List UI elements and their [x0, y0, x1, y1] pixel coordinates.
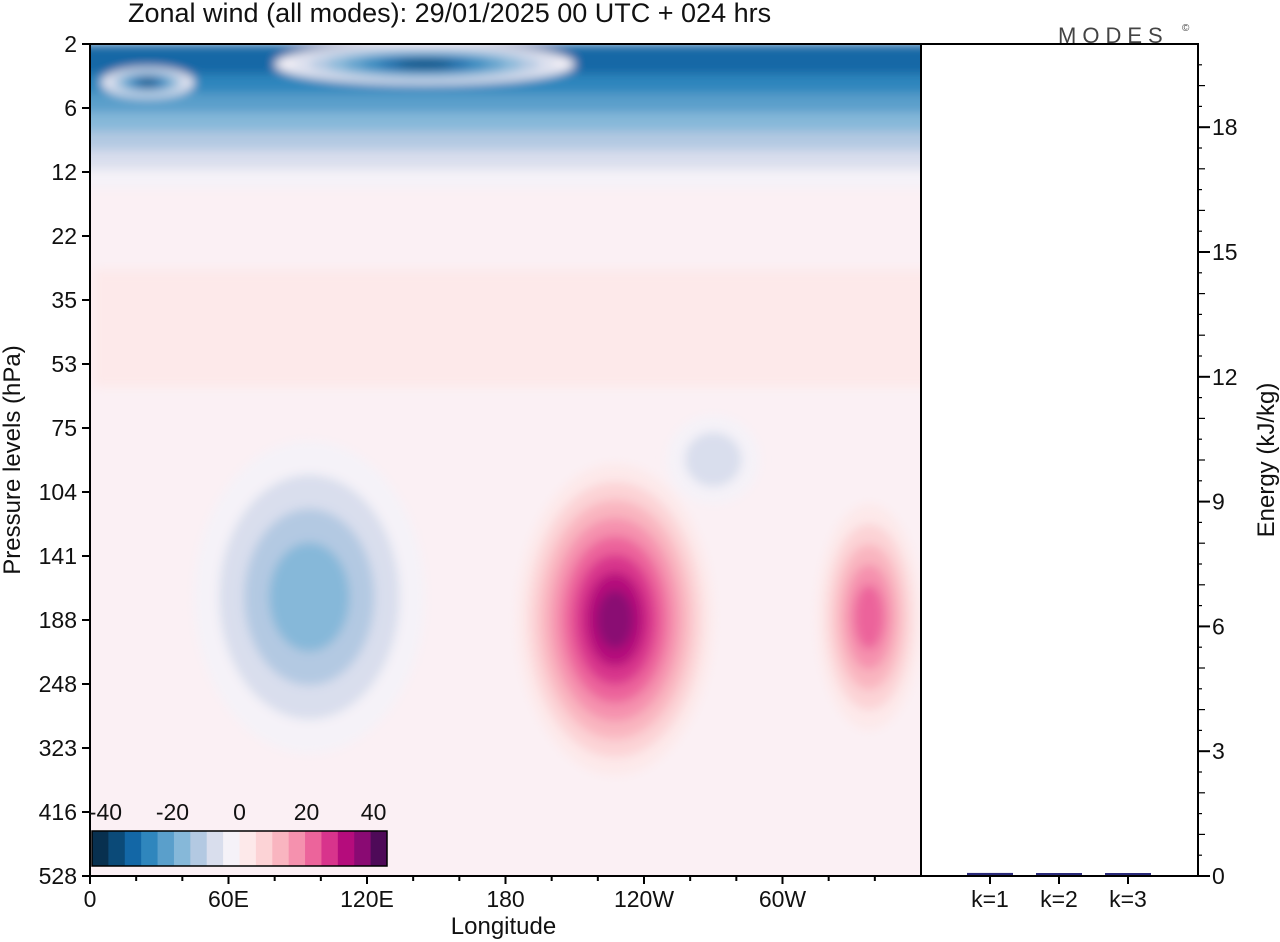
pressure-tick-label: 188 [39, 607, 77, 633]
colorbar-frame [91, 830, 388, 867]
energy-bars [967, 872, 1151, 875]
colorbar-swatch [288, 831, 306, 866]
wavenumber-tick-label: k=3 [1109, 886, 1147, 912]
pressure-tick-label: 528 [39, 863, 77, 889]
energy-axis-label: Energy (kJ/kg) [1253, 383, 1280, 538]
pressure-tick-label: 53 [51, 351, 77, 377]
colorbar-tick-label: 20 [294, 799, 320, 825]
pressure-tick-label: 22 [51, 223, 77, 249]
energy-bar [1105, 873, 1151, 875]
colorbar-tick-label: 0 [233, 799, 246, 825]
colorbar-swatch [223, 831, 240, 866]
longitude-tick-label: 0 [84, 886, 97, 912]
wind-contour-4-4 [269, 542, 350, 652]
pressure-tick-label: 416 [39, 799, 77, 825]
energy-tick-label: 15 [1212, 239, 1238, 265]
colorbar-swatch [206, 831, 224, 866]
energy-bar [967, 872, 1013, 875]
energy-tick-label: 6 [1212, 613, 1225, 639]
colorbar-swatch [157, 831, 175, 866]
energy-tick-label: 3 [1212, 738, 1225, 764]
colorbar-swatch [321, 831, 339, 866]
pressure-axis: 2 6 12 22 35 53 75 104 141 188 248 323 416 528 [39, 31, 90, 889]
energy-axis: 0 3 6 9 12 15 18 [1198, 64, 1238, 889]
pressure-tick-label: 141 [39, 543, 77, 569]
colorbar-tick-label: -40 [89, 799, 122, 825]
colorbar-swatch [337, 831, 355, 866]
wavenumber-tick-label: k=2 [1040, 886, 1078, 912]
pressure-tick-label: 248 [39, 671, 77, 697]
x-axis-label: Longitude [451, 913, 556, 940]
wind-contour-5-2 [684, 432, 742, 487]
energy-bar [1036, 873, 1082, 875]
wind-contour-3-1 [93, 269, 921, 387]
colorbar-swatch [239, 831, 257, 866]
colorbar-swatch [173, 831, 191, 866]
longitude-tick-label: 60W [759, 886, 807, 912]
wavenumber-tick-label: k=1 [971, 886, 1009, 912]
zonal-wind-heatmap [90, 44, 921, 876]
longitude-tick-label: 180 [486, 886, 524, 912]
colorbar-tick-label: -20 [156, 799, 189, 825]
wind-contour-1-8 [396, 60, 453, 68]
longitude-tick-label: 120W [614, 886, 674, 912]
colorbar-swatch [305, 831, 322, 866]
colorbar: -40 -20 0 20 40 [89, 799, 388, 867]
colorbar-swatch [92, 831, 109, 866]
energy-tick-label: 0 [1212, 863, 1225, 889]
colorbar-swatch [141, 831, 159, 866]
pressure-tick-label: 2 [64, 31, 77, 57]
wind-contour-2-8 [139, 79, 157, 86]
colorbar-swatch [108, 831, 126, 866]
pressure-tick-label: 104 [39, 479, 78, 505]
pressure-tick-label: 75 [51, 415, 77, 441]
colorbar-swatch [370, 831, 388, 866]
colorbar-swatch [255, 831, 273, 866]
energy-tick-label: 12 [1212, 364, 1238, 390]
wind-contour-6-8 [596, 590, 634, 649]
colorbar-swatch [272, 831, 290, 866]
wind-contour-7-5 [854, 584, 884, 650]
y-axis-label: Pressure levels (hPa) [0, 345, 26, 574]
colorbar-swatch [190, 831, 208, 866]
pressure-tick-label: 35 [51, 287, 77, 313]
wavenumber-axis: k=1 k=2 k=3 [971, 876, 1147, 912]
longitude-axis: 0 60E 120E 180 120W 60W [84, 876, 876, 912]
colorbar-tick-label: 40 [361, 799, 387, 825]
pressure-tick-label: 323 [39, 735, 77, 761]
logo-copyright-mark: © [1182, 23, 1190, 34]
pressure-tick-label: 12 [51, 159, 77, 185]
energy-panel-frame [920, 43, 1199, 877]
colorbar-swatch [354, 831, 372, 866]
chart-title: Zonal wind (all modes): 29/01/2025 00 UT… [128, 0, 771, 28]
colorbar-swatch [124, 831, 142, 866]
longitude-tick-label: 60E [208, 886, 249, 912]
pressure-tick-label: 6 [64, 95, 77, 121]
energy-tick-label: 18 [1212, 114, 1238, 140]
energy-tick-label: 9 [1212, 489, 1225, 515]
longitude-tick-label: 120E [340, 886, 394, 912]
